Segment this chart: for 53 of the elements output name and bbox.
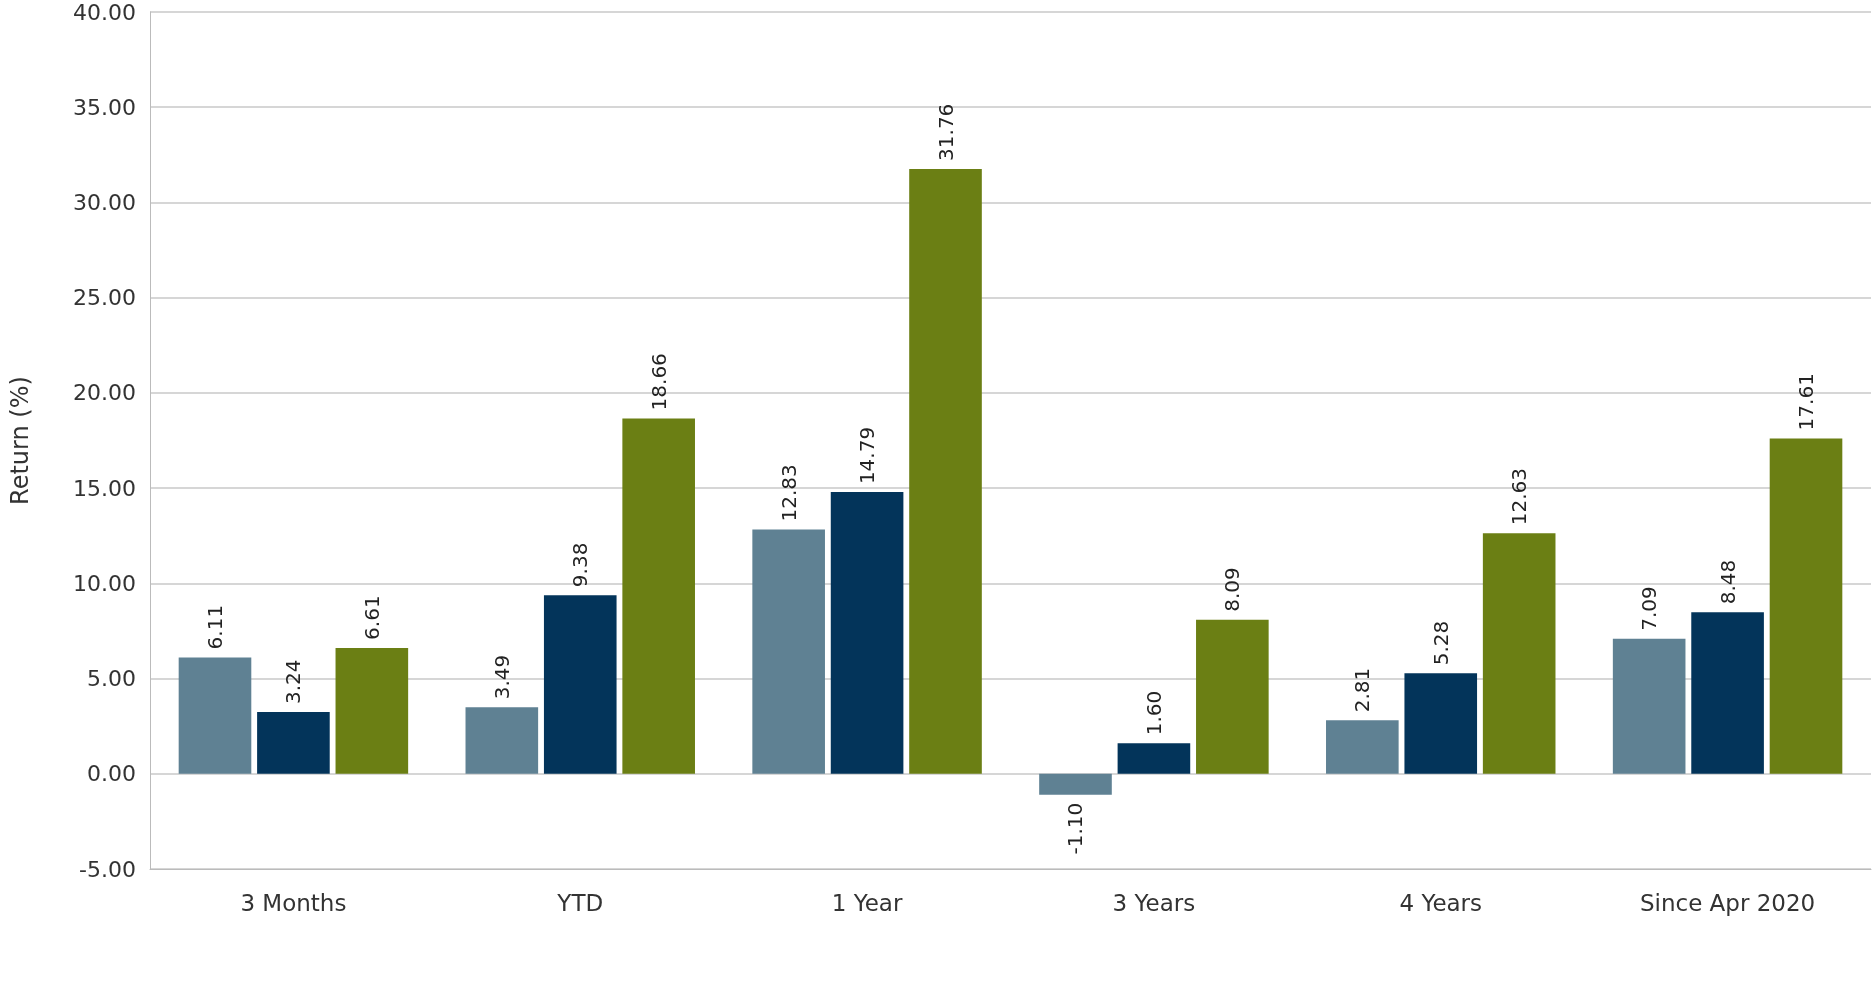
data-label: 6.11 — [202, 604, 227, 650]
x-tick-label: 3 Months — [240, 889, 347, 916]
data-label: 8.48 — [1715, 559, 1740, 605]
data-label: 18.66 — [646, 353, 671, 411]
bar — [1117, 743, 1191, 774]
data-label: 2.81 — [1350, 667, 1375, 713]
bar — [909, 168, 982, 774]
data-label: 14.79 — [855, 426, 880, 485]
data-label: 31.76 — [933, 103, 958, 161]
bar — [543, 595, 617, 774]
data-label: -1.10 — [1063, 802, 1088, 855]
y-tick-label: 40.00 — [73, 0, 136, 25]
x-tick-label: 3 Years — [1112, 889, 1196, 916]
bar — [465, 707, 539, 774]
bar — [1404, 673, 1478, 774]
y-tick-label: 10.00 — [73, 570, 136, 596]
y-tick-label: 30.00 — [73, 189, 136, 215]
bar — [1326, 720, 1399, 774]
y-tick-label: 0.00 — [87, 761, 136, 787]
data-label: 8.09 — [1220, 567, 1245, 612]
data-label: 12.83 — [776, 464, 801, 522]
y-tick-label: 15.00 — [73, 475, 136, 501]
bar — [178, 657, 252, 774]
bar — [830, 492, 904, 774]
bar — [1039, 773, 1112, 795]
x-tick-label: YTD — [556, 889, 604, 916]
bar — [1691, 612, 1764, 774]
bar — [752, 529, 825, 774]
bar — [335, 647, 409, 774]
data-label: 1.60 — [1141, 690, 1166, 736]
data-label: 17.61 — [1794, 373, 1819, 431]
data-label: 12.63 — [1507, 467, 1532, 526]
y-tick-label: 35.00 — [73, 94, 136, 120]
y-tick-label: 25.00 — [73, 285, 136, 311]
data-label: 3.24 — [281, 659, 306, 705]
y-tick-label: 5.00 — [87, 666, 136, 692]
data-label: 9.38 — [568, 542, 593, 588]
bar — [1769, 438, 1843, 774]
x-tick-label: 1 Year — [831, 889, 903, 916]
bar — [622, 418, 695, 774]
bar — [1196, 619, 1269, 774]
x-tick-label: Since Apr 2020 — [1639, 889, 1816, 916]
y-tick-label: 20.00 — [73, 380, 136, 406]
y-tick-label: -5.00 — [79, 856, 136, 882]
data-label: 5.28 — [1428, 620, 1453, 666]
y-axis-title: Return (%) — [6, 376, 34, 505]
data-label: 7.09 — [1637, 586, 1662, 631]
data-label: 6.61 — [359, 595, 384, 640]
bar — [1612, 638, 1686, 774]
data-label: 3.49 — [489, 654, 514, 700]
x-tick-label: 4 Years — [1399, 889, 1483, 916]
bar — [257, 712, 330, 774]
bar — [1482, 533, 1556, 774]
